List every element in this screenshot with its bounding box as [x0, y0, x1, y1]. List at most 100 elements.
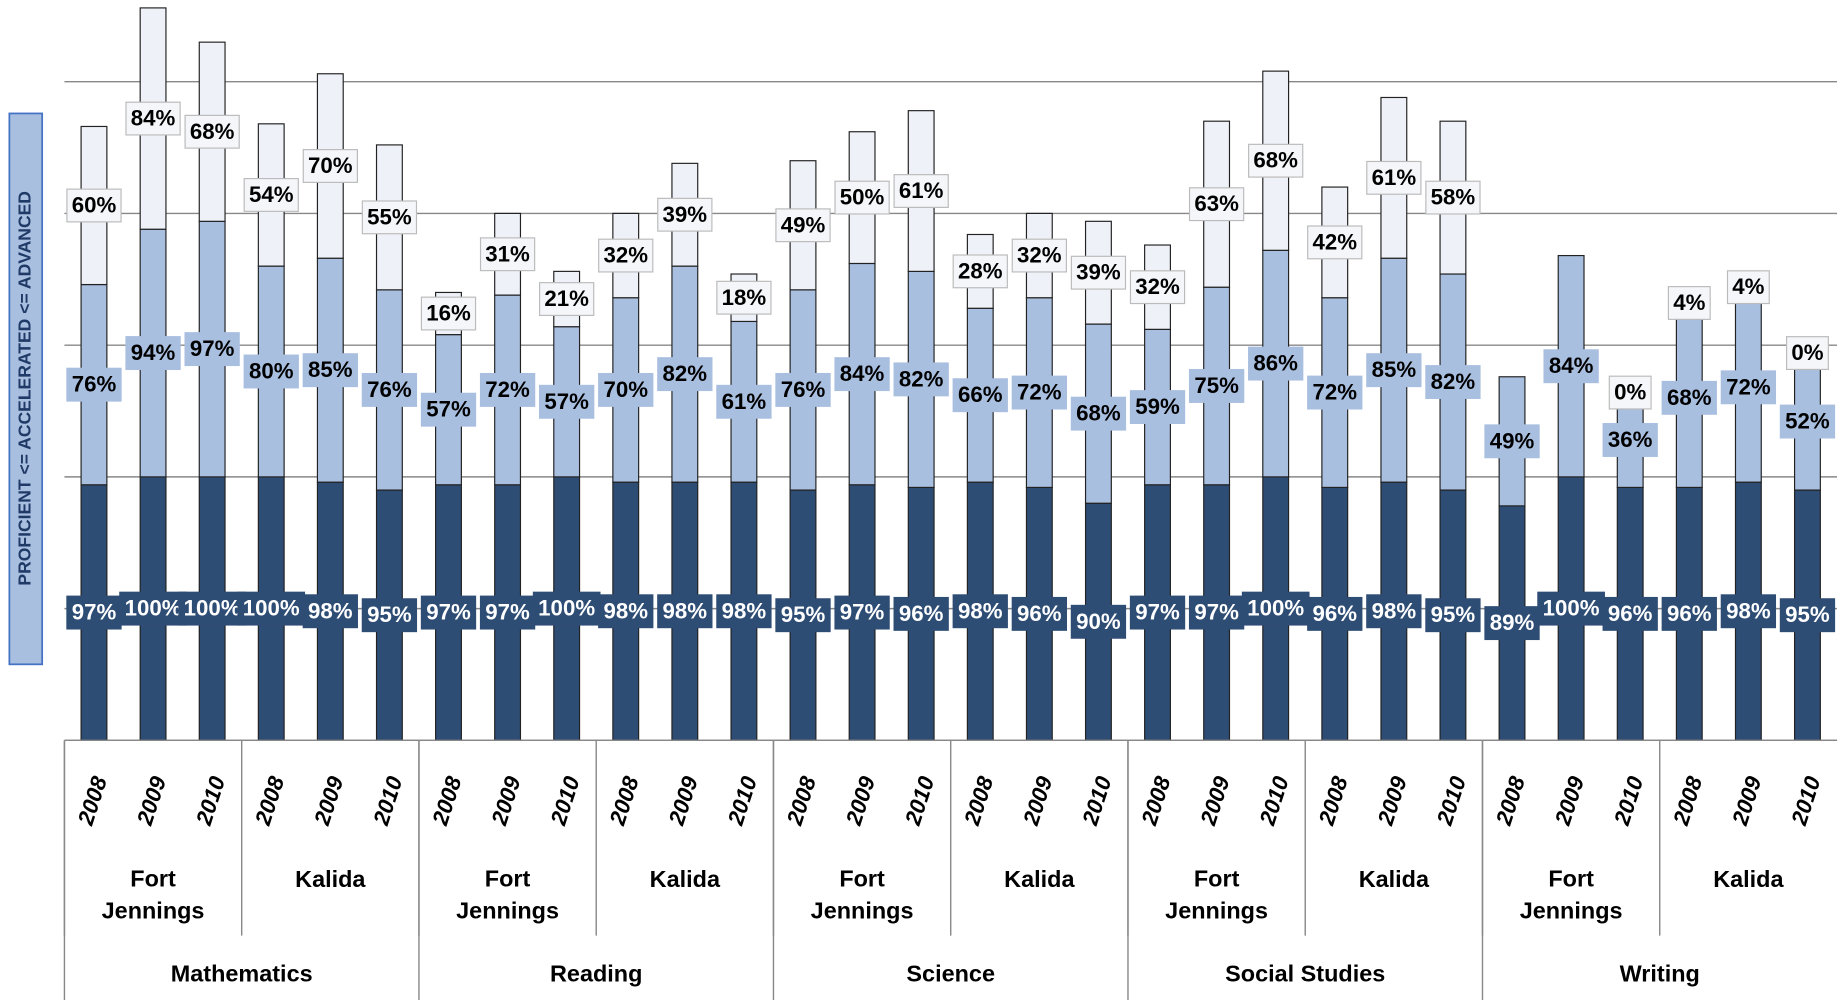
data-label-box: [716, 384, 772, 419]
data-label: 31%: [485, 241, 530, 266]
data-label: 16%: [426, 301, 471, 326]
data-label-box: [302, 149, 358, 183]
data-label: 49%: [781, 212, 826, 237]
data-label: 85%: [1372, 357, 1417, 382]
year-label: 2009: [132, 773, 172, 829]
data-label-box: [479, 372, 536, 407]
data-label-box: [657, 594, 713, 629]
data-label: 84%: [840, 361, 885, 386]
data-label-box: [237, 591, 306, 626]
data-label: 60%: [72, 193, 117, 218]
school-label: Kalida: [1713, 866, 1784, 892]
data-label-box: [952, 254, 1008, 289]
data-label-box: [243, 354, 299, 389]
data-label: 97%: [72, 600, 117, 625]
data-label: 95%: [1785, 602, 1830, 627]
data-label-box: [302, 594, 358, 629]
data-label-box: [539, 282, 595, 316]
data-label: 63%: [1194, 191, 1239, 216]
data-label: 96%: [1312, 601, 1357, 626]
data-label-box: [1011, 596, 1068, 631]
data-label: 76%: [367, 377, 412, 402]
year-label: 2009: [1550, 773, 1590, 829]
data-label-box: [539, 384, 595, 419]
data-label-box: [834, 180, 890, 215]
data-label: 89%: [1490, 610, 1535, 635]
data-label-box: [1129, 390, 1186, 425]
data-label-box: [1602, 423, 1658, 457]
year-label: 2010: [545, 773, 585, 829]
data-label: 50%: [840, 185, 885, 210]
year-label: 2008: [1668, 773, 1708, 829]
data-label-box: [1011, 375, 1068, 410]
year-label: 2008: [959, 773, 999, 829]
school-label: Fort Jennings: [811, 866, 914, 924]
data-label: 95%: [367, 602, 412, 627]
data-label-box: [1129, 595, 1186, 630]
data-label: 98%: [958, 598, 1003, 623]
year-label: 2008: [427, 773, 467, 829]
data-label-box: [657, 357, 713, 392]
data-label: 52%: [1785, 409, 1830, 434]
data-label-box: [1011, 238, 1068, 273]
data-label: 98%: [1726, 598, 1771, 623]
subject-label: Mathematics: [171, 961, 313, 987]
year-label: 2009: [1018, 773, 1058, 829]
data-label: 86%: [1253, 351, 1298, 376]
data-label: 95%: [781, 602, 826, 627]
data-label: 58%: [1431, 185, 1476, 210]
data-label: 70%: [308, 153, 353, 178]
data-label-box: [657, 197, 713, 232]
year-label: 2009: [663, 773, 703, 829]
data-label-box: [66, 367, 122, 402]
data-label-box: [716, 594, 772, 629]
year-label: 2008: [73, 773, 113, 829]
data-label: 72%: [485, 377, 530, 402]
data-label: 90%: [1076, 609, 1121, 634]
data-label-box: [1484, 424, 1540, 459]
data-label-box: [598, 594, 654, 629]
school-label: Fort Jennings: [1165, 866, 1268, 924]
data-label-box: [1248, 346, 1304, 381]
year-label: 2010: [1254, 773, 1294, 829]
year-label: 2008: [250, 773, 290, 829]
y-axis-label: PROFICIENT <= ACCELERATED <= ADVANCED: [14, 191, 34, 586]
data-label-box: [66, 188, 122, 223]
data-label-box: [119, 591, 187, 626]
data-label: 100%: [1543, 596, 1600, 621]
data-label-box: [598, 372, 654, 407]
data-label: 0%: [1614, 380, 1646, 405]
year-label: 2008: [782, 773, 822, 829]
data-label-box: [420, 595, 477, 630]
data-label: 95%: [1431, 602, 1476, 627]
year-label: 2009: [309, 773, 349, 829]
data-label-box: [1537, 591, 1605, 626]
data-label: 68%: [1076, 401, 1121, 426]
data-label: 4%: [1732, 274, 1764, 299]
data-label-box: [598, 238, 654, 273]
subject-label: Science: [906, 961, 995, 987]
data-label-box: [1484, 606, 1540, 641]
data-label: 100%: [1247, 596, 1304, 621]
data-label: 84%: [131, 106, 176, 131]
data-label-box: [1779, 404, 1836, 439]
data-label-box: [1726, 270, 1770, 305]
data-label-box: [1366, 353, 1422, 388]
data-label: 97%: [840, 600, 885, 625]
data-label: 76%: [781, 377, 826, 402]
data-label: 21%: [544, 286, 589, 311]
data-label: 32%: [603, 243, 648, 268]
data-label-box: [1543, 349, 1599, 384]
school-label: Fort Jennings: [456, 866, 559, 924]
data-label-box: [893, 362, 949, 397]
subject-label: Writing: [1620, 961, 1700, 987]
data-label: 72%: [1017, 380, 1062, 405]
year-label: 2009: [1727, 773, 1767, 829]
data-label: 49%: [1490, 428, 1535, 453]
year-label: 2010: [900, 773, 940, 829]
year-label: 2009: [1195, 773, 1235, 829]
year-label: 2008: [1136, 773, 1176, 829]
data-label-box: [775, 598, 831, 633]
data-label-box: [479, 237, 536, 272]
